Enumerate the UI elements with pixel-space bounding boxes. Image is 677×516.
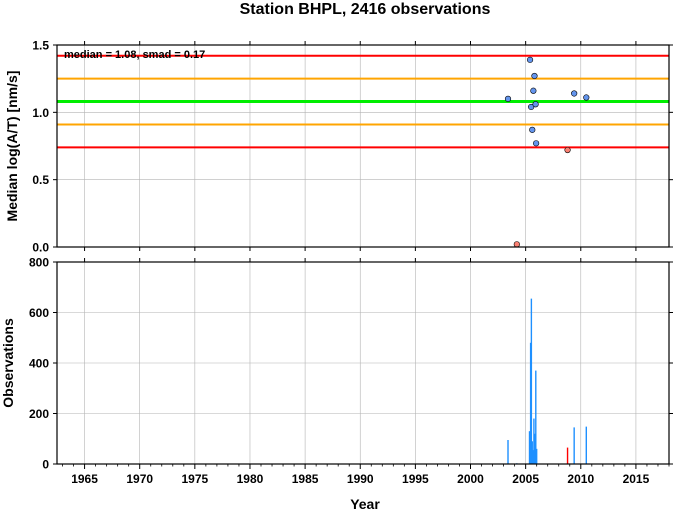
median-y-ticks: 0.0 0.5 1.0 1.5 (32, 39, 673, 255)
observations-y-tick-label: 400 (29, 357, 49, 371)
observations-y-axis-label: Observations (0, 318, 16, 408)
year-x-tick-label: 2000 (457, 472, 484, 486)
median-point (513, 241, 520, 248)
observations-y-tick-label: 600 (29, 306, 49, 320)
year-x-tick-label: 1970 (126, 472, 153, 486)
observations-y-tick-label: 0 (42, 458, 49, 472)
median-annotation: median = 1.08, smad = 0.17 (64, 49, 205, 61)
year-x-tick-label: 2005 (512, 472, 539, 486)
median-point (533, 140, 540, 147)
year-x-tick-label: 1980 (237, 472, 264, 486)
observations-y-tick-label: 800 (29, 256, 49, 270)
year-x-ticks: 1965 1970 1975 1980 1985 1990 1995 2000 2005 2010… (62, 258, 670, 486)
median-point (530, 87, 537, 94)
median-y-tick-label: 1.5 (32, 39, 49, 53)
median-point (531, 72, 538, 80)
median-points (504, 56, 590, 248)
year-x-tick-label: 1985 (292, 472, 319, 486)
year-x-tick-label: 1995 (402, 472, 429, 486)
observations-bars (507, 298, 587, 464)
median-point (583, 94, 590, 101)
observations-grid (57, 261, 669, 465)
year-x-tick-label: 1965 (71, 472, 98, 486)
median-y-tick-label: 0.5 (32, 173, 49, 187)
median-grid (57, 44, 669, 248)
year-x-tick-label: 2015 (623, 472, 650, 486)
median-point (532, 101, 539, 108)
median-y-tick-label: 0.0 (32, 241, 49, 255)
median-point (504, 95, 512, 102)
year-x-tick-label: 1975 (181, 472, 208, 486)
median-y-tick-label: 1.0 (32, 106, 49, 120)
median-point (564, 146, 571, 154)
median-point (528, 103, 535, 111)
chart-title: Station BHPL, 2416 observations (240, 1, 491, 18)
median-reference-lines (57, 54, 669, 149)
year-x-tick-label: 2010 (567, 472, 594, 486)
median-panel: 0.00.51.01.5 median = 1.08, smad = 0.17 … (4, 39, 673, 255)
observations-y-ticks: 0 200 400 600 800 (29, 256, 673, 472)
observations-y-tick-label: 200 (29, 407, 49, 421)
median-point (571, 90, 578, 97)
median-y-axis-label: Median log(A/T) [nm/s] (4, 71, 20, 222)
year-x-tick-label: 1990 (347, 472, 374, 486)
median-frame (56, 44, 670, 248)
median-point (526, 56, 534, 63)
median-point (529, 126, 536, 133)
year-x-axis-label: Year (350, 496, 380, 511)
